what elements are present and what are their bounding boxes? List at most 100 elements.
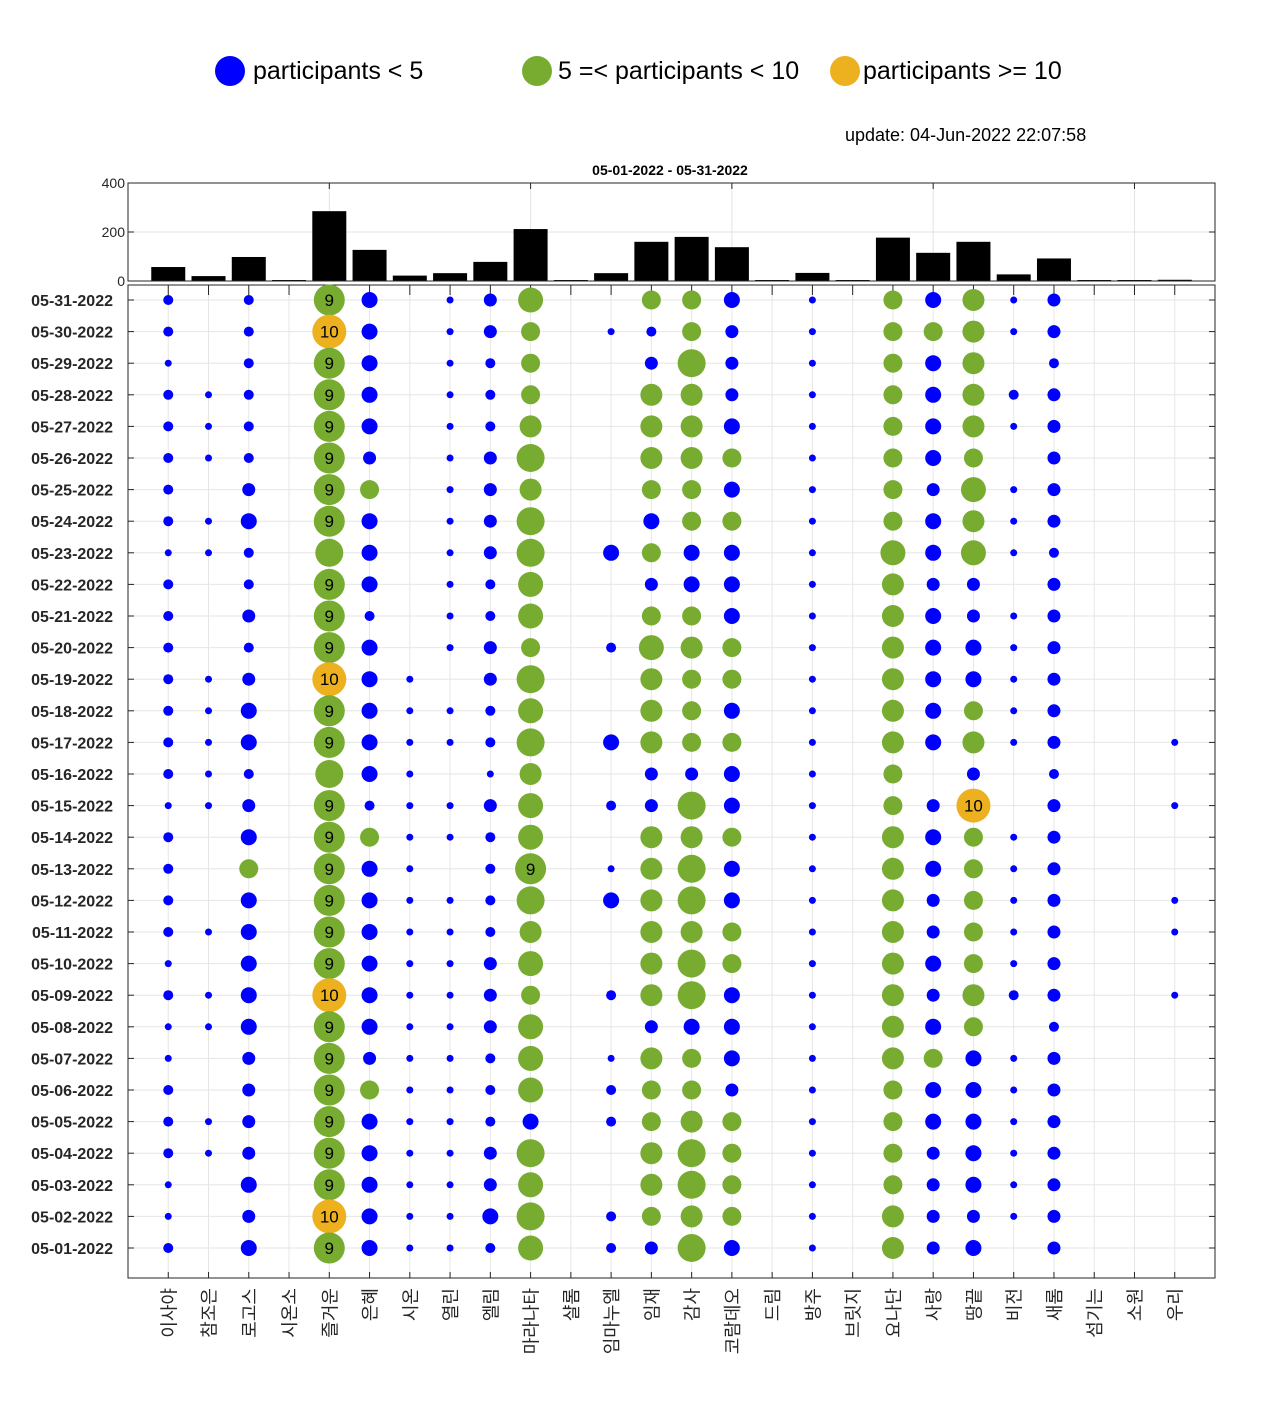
- dot-참조은-05-08-2022: [205, 1023, 213, 1031]
- dot-value-label: 9: [325, 1144, 334, 1163]
- dot-은혜-05-07-2022: [363, 1051, 377, 1065]
- dot-즐거운-05-13-2022: [313, 853, 345, 885]
- group-label: 요나단: [884, 1288, 904, 1338]
- dot-비전-05-02-2022: [1010, 1212, 1018, 1220]
- dot-은혜-05-02-2022: [361, 1208, 378, 1225]
- dot-임재-05-24-2022: [643, 513, 660, 530]
- date-label: 05-03-2022: [31, 1178, 113, 1195]
- dot-시온-05-02-2022: [406, 1212, 414, 1220]
- dot-새롬-05-11-2022: [1047, 925, 1061, 939]
- dot-임재-05-01-2022: [644, 1241, 658, 1255]
- dot-이사야-05-31-2022: [163, 295, 174, 305]
- dot-참조은-05-18-2022: [205, 707, 213, 715]
- dot-열린-05-21-2022: [446, 612, 454, 620]
- dot-즐거운-05-05-2022: [313, 1106, 345, 1138]
- group-label: 시온: [401, 1288, 421, 1321]
- dot-코람데오-05-24-2022: [722, 511, 742, 531]
- dot-value-label: 9: [325, 291, 334, 310]
- dot-즐거운-05-09-2022: [312, 978, 347, 1013]
- dot-엘림-05-22-2022: [485, 579, 496, 590]
- dot-이사야-05-05-2022: [163, 1116, 174, 1127]
- dot-비전-05-27-2022: [1010, 422, 1018, 430]
- dot-사랑-05-29-2022: [925, 355, 942, 372]
- dot-우리-05-12-2022: [1171, 896, 1179, 904]
- dot-이사야-05-09-2022: [163, 990, 174, 1001]
- dot-은혜-05-11-2022: [361, 924, 378, 940]
- dot-감사-05-30-2022: [682, 322, 702, 342]
- dot-비전-05-24-2022: [1010, 517, 1018, 525]
- dot-감사-05-18-2022: [682, 701, 702, 721]
- dot-참조은-05-11-2022: [205, 928, 213, 936]
- dot-요나단-05-11-2022: [881, 921, 904, 943]
- dot-엘림-05-10-2022: [483, 957, 497, 971]
- bar-은혜: [352, 249, 387, 281]
- dot-요나단-05-10-2022: [881, 952, 904, 975]
- dot-로고스-05-27-2022: [243, 421, 254, 432]
- dot-이사야-05-15-2022: [164, 802, 172, 810]
- dot-새롬-05-18-2022: [1047, 704, 1061, 718]
- dot-요나단-05-30-2022: [883, 322, 903, 342]
- dot-마라나타-05-22-2022: [518, 571, 544, 597]
- dot-요나단-05-15-2022: [883, 796, 903, 816]
- dot-요나단-05-25-2022: [883, 480, 903, 500]
- group-label: 샬롬: [562, 1288, 582, 1321]
- dot-방주-05-15-2022: [808, 802, 816, 810]
- dot-방주-05-17-2022: [808, 738, 816, 746]
- dot-로고스-05-26-2022: [243, 453, 254, 463]
- dot-비전-05-05-2022: [1010, 1118, 1018, 1126]
- dot-value-label: 9: [325, 733, 334, 752]
- dot-감사-05-14-2022: [680, 826, 703, 849]
- dot-value-label: 9: [325, 702, 334, 721]
- date-label: 05-09-2022: [31, 988, 113, 1005]
- dot-비전-05-21-2022: [1010, 612, 1018, 620]
- dot-임재-05-15-2022: [644, 799, 658, 813]
- dot-요나단-05-07-2022: [881, 1047, 904, 1070]
- dot-감사-05-06-2022: [682, 1080, 702, 1100]
- dot-사랑-05-20-2022: [925, 639, 942, 656]
- dot-마라나타-05-19-2022: [516, 665, 545, 694]
- dot-새롬-05-08-2022: [1048, 1021, 1059, 1032]
- dot-임마누엘-05-01-2022: [606, 1243, 617, 1253]
- dot-방주-05-07-2022: [808, 1054, 816, 1062]
- dot-땅끝-05-03-2022: [965, 1176, 982, 1193]
- dot-열린-05-18-2022: [446, 707, 454, 715]
- dot-비전-05-28-2022: [1008, 389, 1019, 400]
- dot-엘림-05-09-2022: [483, 988, 497, 1002]
- dot-value-label: 9: [325, 797, 334, 816]
- dot-엘림-05-01-2022: [485, 1243, 496, 1253]
- dot-엘림-05-14-2022: [485, 832, 496, 843]
- dot-엘림-05-26-2022: [483, 451, 497, 465]
- date-label: 05-26-2022: [31, 451, 113, 468]
- dot-이사야-05-01-2022: [163, 1243, 174, 1253]
- dot-우리-05-17-2022: [1171, 738, 1179, 746]
- dot-마라나타-05-16-2022: [519, 763, 542, 785]
- dot-감사-05-27-2022: [680, 415, 703, 438]
- dot-시온-05-06-2022: [406, 1086, 414, 1094]
- dot-방주-05-20-2022: [808, 644, 816, 652]
- dot-열린-05-05-2022: [446, 1118, 454, 1126]
- dot-방주-05-22-2022: [808, 580, 816, 588]
- dot-비전-05-14-2022: [1010, 833, 1018, 841]
- date-label: 05-24-2022: [31, 514, 113, 531]
- dot-코람데오-05-10-2022: [722, 954, 742, 974]
- dot-마라나타-05-29-2022: [521, 353, 541, 373]
- dot-열린-05-08-2022: [446, 1023, 454, 1031]
- group-label: 엘림: [481, 1288, 501, 1321]
- dot-우리-05-09-2022: [1171, 991, 1179, 999]
- dot-이사야-05-02-2022: [164, 1212, 172, 1220]
- dot-value-label: 9: [325, 481, 334, 500]
- bar-요나단: [875, 237, 910, 281]
- dot-사랑-05-08-2022: [925, 1018, 942, 1035]
- dot-은혜-05-03-2022: [361, 1176, 378, 1193]
- dot-즐거운-05-26-2022: [313, 442, 345, 474]
- dot-요나단-05-14-2022: [881, 826, 904, 849]
- dot-땅끝-05-04-2022: [965, 1145, 982, 1162]
- group-label: 로고스: [240, 1288, 260, 1338]
- dot-코람데오-05-22-2022: [723, 576, 740, 593]
- date-label: 05-18-2022: [31, 704, 113, 721]
- dot-엘림-05-06-2022: [485, 1085, 496, 1095]
- dot-새롬-05-30-2022: [1047, 325, 1061, 339]
- date-label: 05-25-2022: [31, 483, 113, 500]
- dot-사랑-05-07-2022: [923, 1048, 943, 1068]
